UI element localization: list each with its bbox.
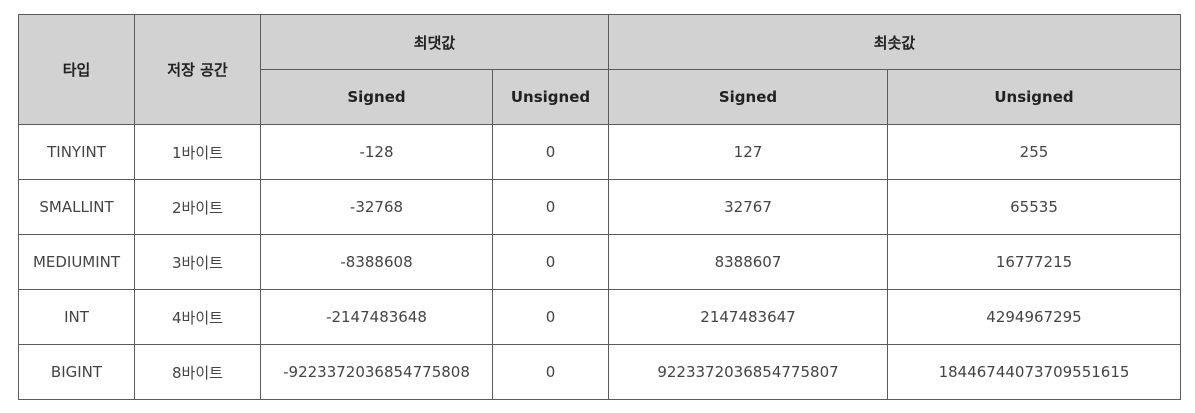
header-storage: 저장 공간 — [134, 14, 261, 125]
table-header: 타입 저장 공간 최댓값 최솟값 Signed Unsigned Signed … — [18, 14, 1181, 125]
cell-type: MEDIUMINT — [18, 234, 135, 290]
cell-max-unsigned: 0 — [492, 124, 609, 180]
cell-min-unsigned: 65535 — [887, 179, 1181, 235]
header-min-unsigned: Unsigned — [887, 69, 1181, 125]
cell-max-unsigned: 0 — [492, 234, 609, 290]
header-max-unsigned: Unsigned — [492, 69, 609, 125]
header-min-signed: Signed — [608, 69, 888, 125]
header-max-group: 최댓값 — [260, 14, 609, 70]
table-row: INT 4바이트 -2147483648 0 2147483647 429496… — [18, 289, 1181, 345]
cell-min-signed: 32767 — [608, 179, 888, 235]
cell-type: INT — [18, 289, 135, 345]
cell-max-unsigned: 0 — [492, 179, 609, 235]
cell-max-signed: -2147483648 — [260, 289, 493, 345]
cell-min-signed: 127 — [608, 124, 888, 180]
cell-storage: 8바이트 — [134, 344, 261, 400]
cell-max-signed: -9223372036854775808 — [260, 344, 493, 400]
cell-min-signed: 2147483647 — [608, 289, 888, 345]
cell-min-unsigned: 255 — [887, 124, 1181, 180]
table-row: MEDIUMINT 3바이트 -8388608 0 8388607 167772… — [18, 234, 1181, 290]
cell-storage: 4바이트 — [134, 289, 261, 345]
header-type: 타입 — [18, 14, 135, 125]
table-row: BIGINT 8바이트 -9223372036854775808 0 92233… — [18, 344, 1181, 400]
cell-min-unsigned: 4294967295 — [887, 289, 1181, 345]
cell-max-signed: -32768 — [260, 179, 493, 235]
cell-type: SMALLINT — [18, 179, 135, 235]
cell-max-unsigned: 0 — [492, 289, 609, 345]
table-row: TINYINT 1바이트 -128 0 127 255 — [18, 124, 1181, 180]
cell-storage: 1바이트 — [134, 124, 261, 180]
header-max-signed: Signed — [260, 69, 493, 125]
cell-storage: 2바이트 — [134, 179, 261, 235]
header-row-sub: Signed Unsigned Signed Unsigned — [19, 69, 1181, 125]
cell-max-signed: -128 — [260, 124, 493, 180]
header-min-group: 최솟값 — [608, 14, 1181, 70]
cell-type: TINYINT — [18, 124, 135, 180]
cell-max-unsigned: 0 — [492, 344, 609, 400]
cell-type: BIGINT — [18, 344, 135, 400]
cell-max-signed: -8388608 — [260, 234, 493, 290]
cell-min-signed: 8388607 — [608, 234, 888, 290]
cell-min-unsigned: 16777215 — [887, 234, 1181, 290]
cell-min-unsigned: 18446744073709551615 — [887, 344, 1181, 400]
cell-min-signed: 9223372036854775807 — [608, 344, 888, 400]
table-row: SMALLINT 2바이트 -32768 0 32767 65535 — [18, 179, 1181, 235]
integer-types-table: 타입 저장 공간 최댓값 최솟값 Signed Unsigned Signed … — [18, 14, 1181, 400]
header-row-top: 타입 저장 공간 최댓값 최솟값 — [18, 14, 1181, 125]
cell-storage: 3바이트 — [134, 234, 261, 290]
table-body: TINYINT 1바이트 -128 0 127 255 SMALLINT 2바이… — [18, 124, 1181, 400]
